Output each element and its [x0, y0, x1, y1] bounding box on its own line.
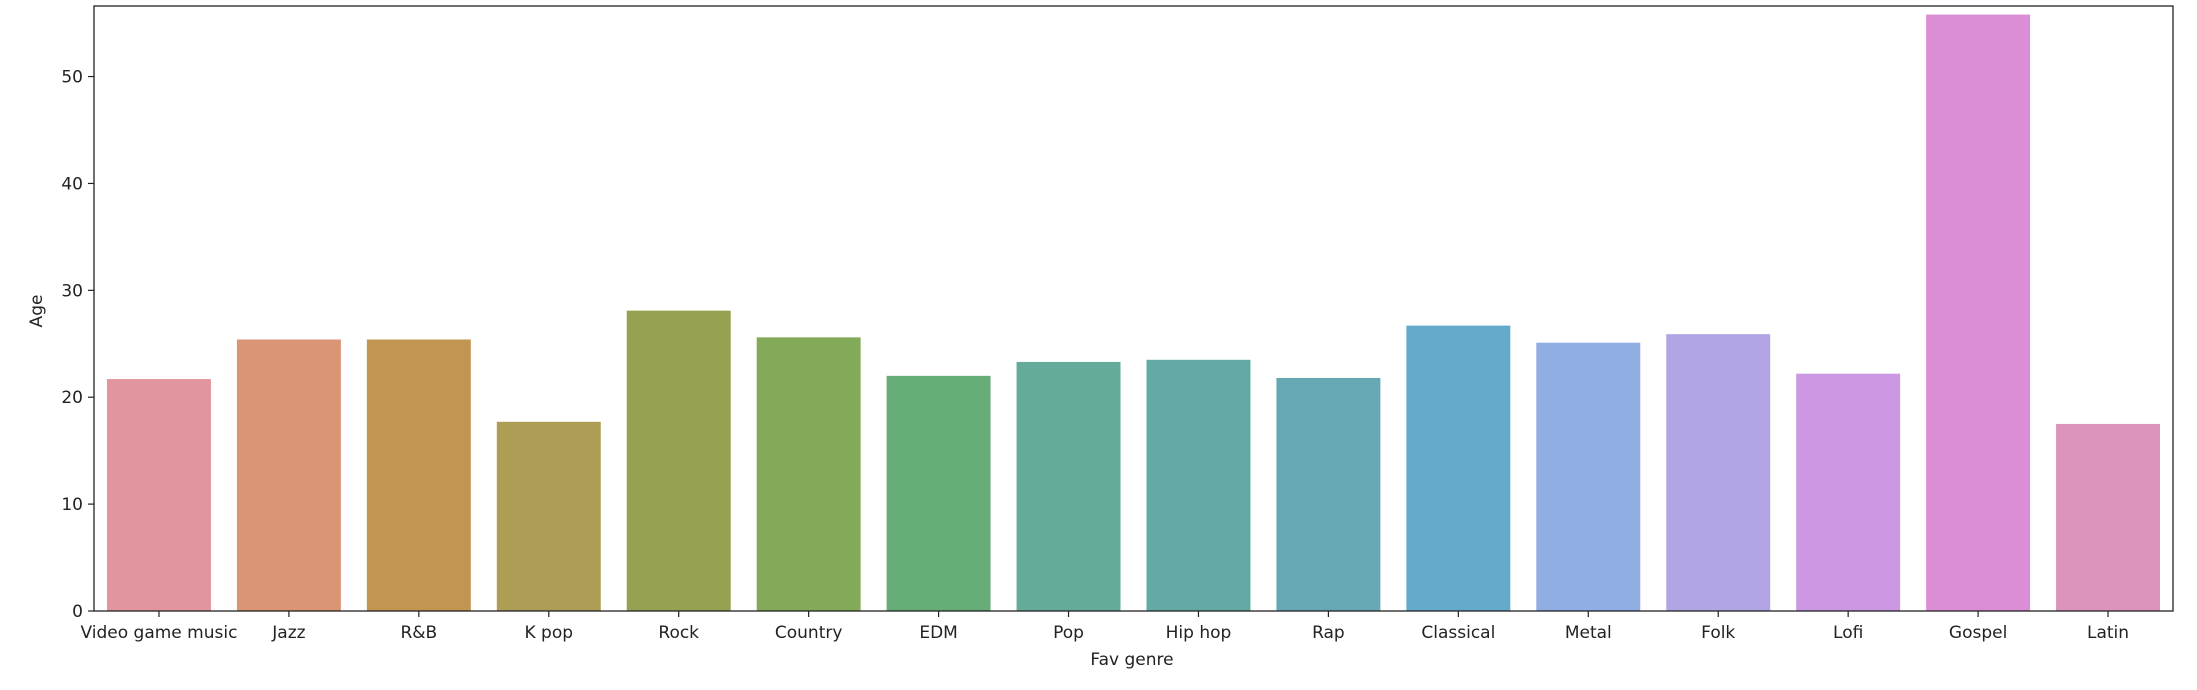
bar-video-game-music: [106, 379, 211, 611]
x-tick-label: Video game music: [81, 623, 238, 643]
y-tick-label: 40: [61, 174, 83, 194]
x-tick-label: Gospel: [1949, 623, 2007, 643]
bar-hip-hop: [1146, 359, 1251, 611]
x-axis-label: Fav genre: [1090, 650, 1173, 670]
y-tick-label: 30: [61, 281, 83, 301]
x-tick-label: Metal: [1565, 623, 1612, 643]
y-tick-label: 0: [72, 602, 83, 622]
x-tick-label: K pop: [525, 623, 574, 643]
bar-r-b: [366, 339, 471, 611]
plot-frame: [93, 5, 2174, 612]
bar-jazz: [236, 339, 341, 611]
x-tick-label: Classical: [1421, 623, 1495, 643]
y-tick-label: 50: [61, 68, 83, 88]
x-tick-label: Rock: [658, 623, 699, 643]
x-tick-label: Lofi: [1833, 623, 1863, 643]
bar-classical: [1406, 325, 1511, 611]
x-tick-label: Folk: [1701, 623, 1735, 643]
bar-rap: [1276, 377, 1381, 611]
bar-pop: [1016, 361, 1121, 611]
bar-country: [756, 337, 861, 611]
y-axis-label: Age: [27, 295, 47, 328]
bar-latin: [2056, 423, 2161, 611]
x-tick-label: Hip hop: [1166, 623, 1232, 643]
y-tick-label: 20: [61, 388, 83, 408]
x-tick-label: R&B: [400, 623, 437, 643]
bar-folk: [1666, 334, 1771, 611]
x-tick-label: EDM: [919, 623, 958, 643]
y-tick-label: 10: [61, 495, 83, 515]
x-tick-label: Rap: [1312, 623, 1345, 643]
x-tick-label: Pop: [1053, 623, 1084, 643]
bar-lofi: [1796, 373, 1901, 611]
bar-gospel: [1926, 14, 2031, 612]
y-axis: 0 10 20 30 40 50: [61, 68, 94, 622]
x-axis: Video game music Jazz R&B K pop Rock Country E…: [81, 611, 2129, 643]
bars-group: [106, 14, 2161, 612]
x-tick-label: Country: [775, 623, 843, 643]
bar-metal: [1536, 342, 1641, 611]
x-tick-label: Latin: [2087, 623, 2129, 643]
bar-edm: [886, 375, 991, 611]
x-tick-label: Jazz: [271, 623, 305, 643]
bar-k-pop: [496, 421, 601, 611]
bar-rock: [626, 310, 731, 611]
